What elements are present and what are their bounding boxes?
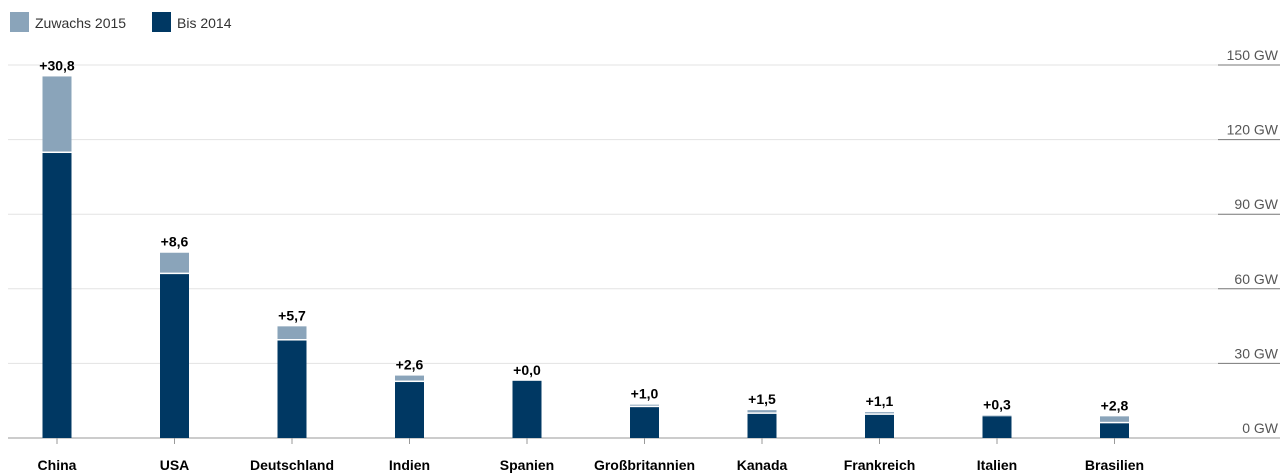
legend-label-bis-2014: Bis 2014 [177,15,232,31]
y-tick-label: 30 GW [1234,345,1278,361]
data-label-italien: +0,3 [983,397,1011,413]
legend-swatch-zuwachs-2015 [10,12,29,32]
bar-zuwachs-2015-grossbritannien [630,404,659,406]
y-tick-label: 90 GW [1234,196,1278,212]
category-label-grossbritannien: Großbritannien [594,457,695,473]
data-label-kanada: +1,5 [748,391,776,407]
data-label-deutschland: +5,7 [278,307,306,323]
data-label-grossbritannien: +1,0 [631,386,659,402]
legend-swatch-bis-2014 [152,12,171,32]
bar-zuwachs-2015-italien [982,415,1012,417]
category-label-brasilien: Brasilien [1085,457,1144,473]
legend: Zuwachs 2015 Bis 2014 [10,12,232,32]
y-tick-label: 60 GW [1234,271,1278,287]
bar-bis-2014-usa [160,274,189,438]
bar-bis-2014-brasilien [1100,423,1129,438]
category-label-indien: Indien [389,457,430,473]
data-label-spanien: +0,0 [513,362,541,378]
category-label-frankreich: Frankreich [844,457,916,473]
bar-zuwachs-2015-deutschland [277,326,307,340]
data-label-frankreich: +1,1 [866,393,894,409]
data-label-usa: +8,6 [161,234,189,250]
category-label-china: China [38,457,77,473]
y-tick-label: 150 GW [1227,47,1279,63]
bar-bis-2014-kanada [747,413,777,438]
bar-zuwachs-2015-indien [395,375,424,381]
bar-bis-2014-china [42,153,72,438]
category-label-deutschland: Deutschland [250,457,334,473]
bar-bis-2014-deutschland [277,340,307,438]
bar-bis-2014-grossbritannien [630,407,659,438]
y-tick-label: 120 GW [1227,122,1279,138]
bar-zuwachs-2015-china [42,76,72,152]
bar-bis-2014-spanien [512,380,542,438]
bars [42,76,1129,438]
bar-zuwachs-2015-brasilien [1100,416,1129,422]
category-label-spanien: Spanien [500,457,554,473]
bar-bis-2014-italien [982,416,1012,438]
bar-bis-2014-frankreich [865,414,894,438]
bar-zuwachs-2015-frankreich [865,412,894,414]
data-label-brasilien: +2,8 [1101,397,1129,413]
bar-bis-2014-indien [395,382,424,438]
bar-zuwachs-2015-kanada [747,410,777,413]
data-label-china: +30,8 [39,57,75,73]
labels: 0 GW 30 GW 60 GW 90 GW 120 GW 150 GW China +30,… [38,47,1279,473]
bar-zuwachs-2015-usa [160,252,189,273]
legend-label-zuwachs-2015: Zuwachs 2015 [35,15,126,31]
data-label-indien: +2,6 [396,357,424,373]
category-label-italien: Italien [977,457,1017,473]
category-label-usa: USA [160,457,190,473]
category-label-kanada: Kanada [737,457,788,473]
y-tick-label: 0 GW [1242,420,1279,436]
